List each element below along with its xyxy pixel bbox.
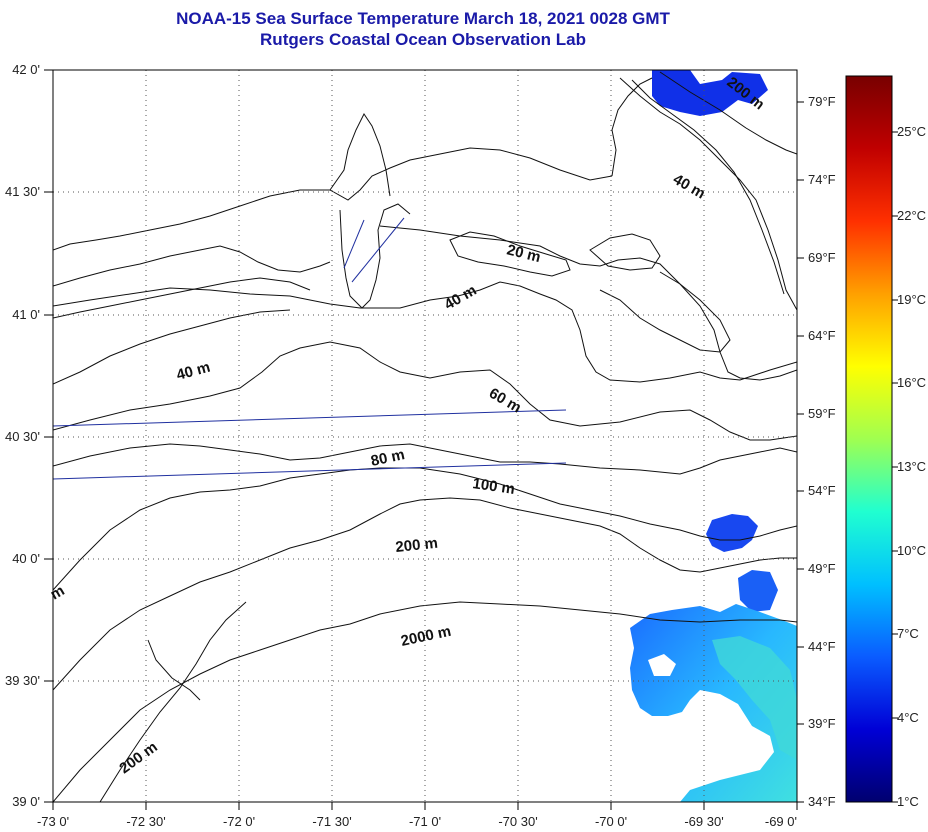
fahrenheit-label: 54°F	[808, 483, 836, 498]
contour-40m-east-2	[631, 79, 785, 295]
fahrenheit-label: 49°F	[808, 561, 836, 576]
contour-label-40m-mid: 40 m	[442, 282, 480, 314]
sst-patch-south-hole	[648, 654, 676, 676]
celsius-label: 1°C	[897, 794, 919, 809]
coastline-nantucket	[589, 233, 661, 271]
coastline-long-island-south	[53, 277, 311, 319]
celsius-label: 22°C	[897, 208, 926, 223]
contour-40m-west	[53, 309, 291, 385]
fahrenheit-label: 44°F	[808, 639, 836, 654]
track-line-4	[351, 217, 405, 283]
contour-canyon	[147, 639, 201, 701]
lat-label: 42 0'	[12, 62, 40, 77]
latitude-labels: 42 0' 41 30' 41 0' 40 30' 40 0' 39 30' 3…	[5, 62, 40, 809]
map-title: NOAA-15 Sea Surface Temperature March 18…	[0, 8, 846, 50]
track-line-1	[52, 409, 567, 427]
contour-60m	[53, 341, 797, 441]
contour-200m	[53, 497, 797, 691]
sst-patch-mid	[706, 514, 758, 552]
map-grid	[53, 70, 797, 802]
contour-label-100m: 100 m	[471, 475, 515, 498]
sst-patch-south-hole-2	[688, 712, 722, 744]
contour-40m-north	[53, 281, 797, 383]
map-ticks	[44, 69, 804, 810]
coastline-nantucket-shoals	[599, 271, 731, 353]
lat-label: 40 30'	[5, 429, 40, 444]
lon-label: -72 0'	[223, 814, 255, 829]
contour-2000m	[53, 601, 797, 802]
fahrenheit-label: 39°F	[808, 716, 836, 731]
lon-label: -69 0'	[765, 814, 797, 829]
sst-patch-north	[652, 70, 768, 116]
lon-label: -73 0'	[37, 814, 69, 829]
contour-label-80m: 80 m	[369, 446, 406, 470]
celsius-scale: 25°C 22°C 19°C 16°C 13°C 10°C 7°C 4°C 1°…	[897, 124, 926, 809]
color-bar-ticks	[892, 131, 898, 803]
lon-label: -72 30'	[126, 814, 165, 829]
celsius-label: 16°C	[897, 375, 926, 390]
lon-label: -70 0'	[595, 814, 627, 829]
contour-20m	[379, 225, 797, 381]
fahrenheit-label: 34°F	[808, 794, 836, 809]
fahrenheit-label: 79°F	[808, 94, 836, 109]
coastline-rhode-island	[329, 113, 391, 197]
contour-label-2000m: 2000 m	[399, 623, 452, 650]
contour-200m-north	[659, 71, 797, 155]
contour-80m	[53, 443, 797, 475]
coastline-cape-cod	[611, 77, 653, 177]
lat-label: 40 0'	[12, 551, 40, 566]
contour-label-edge: m	[48, 582, 68, 603]
celsius-label: 25°C	[897, 124, 926, 139]
contour-100m	[53, 467, 797, 591]
lat-label: 39 0'	[12, 794, 40, 809]
fahrenheit-label: 74°F	[808, 172, 836, 187]
lon-label: -69 30'	[684, 814, 723, 829]
color-bar	[845, 75, 893, 803]
celsius-label: 4°C	[897, 710, 919, 725]
lon-label: -71 0'	[409, 814, 441, 829]
contour-200m-south	[99, 601, 247, 802]
coastline-narragansett	[339, 203, 411, 309]
lon-label: -71 30'	[312, 814, 351, 829]
fahrenheit-label: 59°F	[808, 406, 836, 421]
lat-label: 41 0'	[12, 307, 40, 322]
track-line-3	[343, 219, 365, 269]
sst-patch-mid-2	[738, 570, 778, 612]
coastline-connecticut	[53, 147, 613, 251]
longitude-labels: -73 0' -72 30' -72 0' -71 30' -71 0' -70…	[37, 814, 797, 829]
title-line-1: NOAA-15 Sea Surface Temperature March 18…	[176, 9, 670, 28]
contour-label-200m: 200 m	[395, 535, 439, 556]
lon-label: -70 30'	[498, 814, 537, 829]
sst-patch-south-warm	[712, 636, 797, 760]
contour-40m-east	[619, 77, 797, 311]
title-line-2: Rutgers Coastal Ocean Observation Lab	[260, 30, 586, 49]
celsius-label: 13°C	[897, 459, 926, 474]
celsius-label: 7°C	[897, 626, 919, 641]
track-line-2	[52, 462, 567, 480]
celsius-label: 10°C	[897, 543, 926, 558]
sst-data-patches	[630, 70, 797, 802]
fahrenheit-label: 69°F	[808, 250, 836, 265]
coastline-long-island	[53, 245, 331, 287]
coastline-bathymetry	[53, 71, 797, 802]
contour-label-40m-east: 40 m	[670, 171, 708, 203]
contour-label-40m-west: 40 m	[175, 359, 212, 384]
lat-label: 39 30'	[5, 673, 40, 688]
lat-label: 41 30'	[5, 184, 40, 199]
coastline-martha-vineyard	[449, 231, 571, 277]
celsius-label: 19°C	[897, 292, 926, 307]
contour-label-200m-south: 200 m	[116, 738, 160, 777]
satellite-track-lines	[52, 217, 567, 480]
fahrenheit-label: 64°F	[808, 328, 836, 343]
fahrenheit-scale: 79°F 74°F 69°F 64°F 59°F 54°F 49°F 44°F …	[808, 94, 836, 809]
